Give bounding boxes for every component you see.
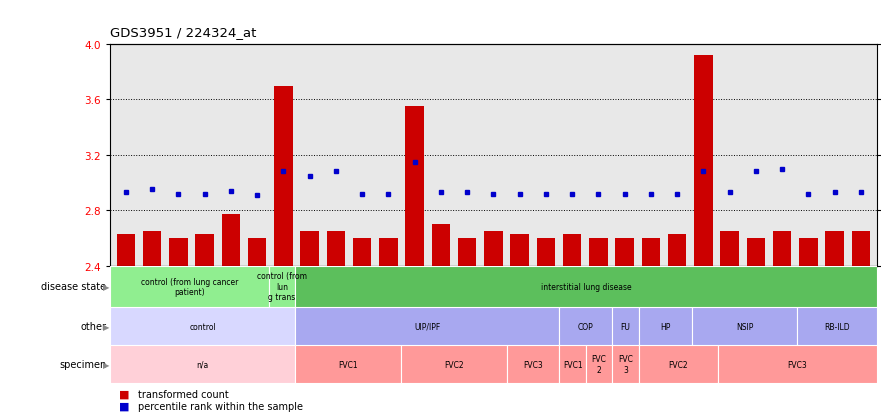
Text: COP: COP [578,322,594,331]
Bar [485,231,502,266]
Bar [563,234,581,266]
Bar [110,345,295,383]
Text: ■: ■ [119,401,130,411]
Text: interstitial lung disease: interstitial lung disease [541,282,631,291]
Text: disease state: disease state [41,282,107,292]
Text: ▶: ▶ [103,360,109,369]
Text: transformed count: transformed count [138,389,229,399]
Bar [747,238,765,266]
Bar [668,234,686,266]
Bar [510,234,529,266]
Bar [612,345,639,383]
Text: other: other [80,321,107,331]
Text: control (from lung cancer
patient): control (from lung cancer patient) [141,277,238,296]
Text: control: control [189,322,216,331]
Text: UIP/IPF: UIP/IPF [414,322,440,331]
Bar [300,231,319,266]
Bar [295,307,559,345]
Text: FVC1: FVC1 [563,360,582,369]
Bar [196,234,214,266]
Bar [116,234,135,266]
Text: FVC2: FVC2 [669,360,688,369]
Bar [353,238,371,266]
Bar [799,238,818,266]
Text: FVC1: FVC1 [338,360,358,369]
Bar [721,231,739,266]
Bar [537,238,555,266]
Text: ▶: ▶ [103,322,109,331]
Text: FVC3: FVC3 [788,360,807,369]
Text: RB-ILD: RB-ILD [824,322,850,331]
Bar [612,307,639,345]
Text: FVC2: FVC2 [444,360,463,369]
Text: HP: HP [660,322,670,331]
Text: FVC
3: FVC 3 [618,355,633,374]
Text: specimen: specimen [59,359,107,369]
Bar [248,238,266,266]
Bar [458,238,477,266]
Bar [274,86,292,266]
Bar [401,345,507,383]
Bar [559,345,586,383]
Bar [110,307,295,345]
Text: ▶: ▶ [103,282,109,291]
Text: NSIP: NSIP [736,322,753,331]
Bar [852,231,870,266]
Bar [692,307,797,345]
Bar [718,345,877,383]
Bar [589,238,608,266]
Bar [773,231,791,266]
Bar [110,266,269,307]
Bar [559,307,612,345]
Bar [222,215,240,266]
Bar [694,56,713,266]
Bar [641,238,660,266]
Bar [432,225,450,266]
Bar [295,345,401,383]
Bar [295,266,877,307]
Bar [169,238,188,266]
Text: control (from
lun
g trans: control (from lun g trans [257,272,307,301]
Bar [825,231,844,266]
Bar [379,238,397,266]
Text: FU: FU [620,322,631,331]
Text: percentile rank within the sample: percentile rank within the sample [138,401,303,411]
Bar [639,345,718,383]
Text: ■: ■ [119,389,130,399]
Bar [507,345,559,383]
Bar [269,266,295,307]
Bar [616,238,633,266]
Bar [586,345,612,383]
Text: FVC
2: FVC 2 [592,355,606,374]
Text: n/a: n/a [196,360,209,369]
Text: FVC3: FVC3 [523,360,543,369]
Text: GDS3951 / 224324_at: GDS3951 / 224324_at [110,26,256,39]
Bar [797,307,877,345]
Bar [639,307,692,345]
Bar [405,107,424,266]
Bar [327,231,345,266]
Bar [143,231,161,266]
